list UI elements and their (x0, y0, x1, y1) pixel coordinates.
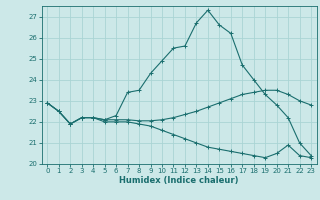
X-axis label: Humidex (Indice chaleur): Humidex (Indice chaleur) (119, 176, 239, 185)
